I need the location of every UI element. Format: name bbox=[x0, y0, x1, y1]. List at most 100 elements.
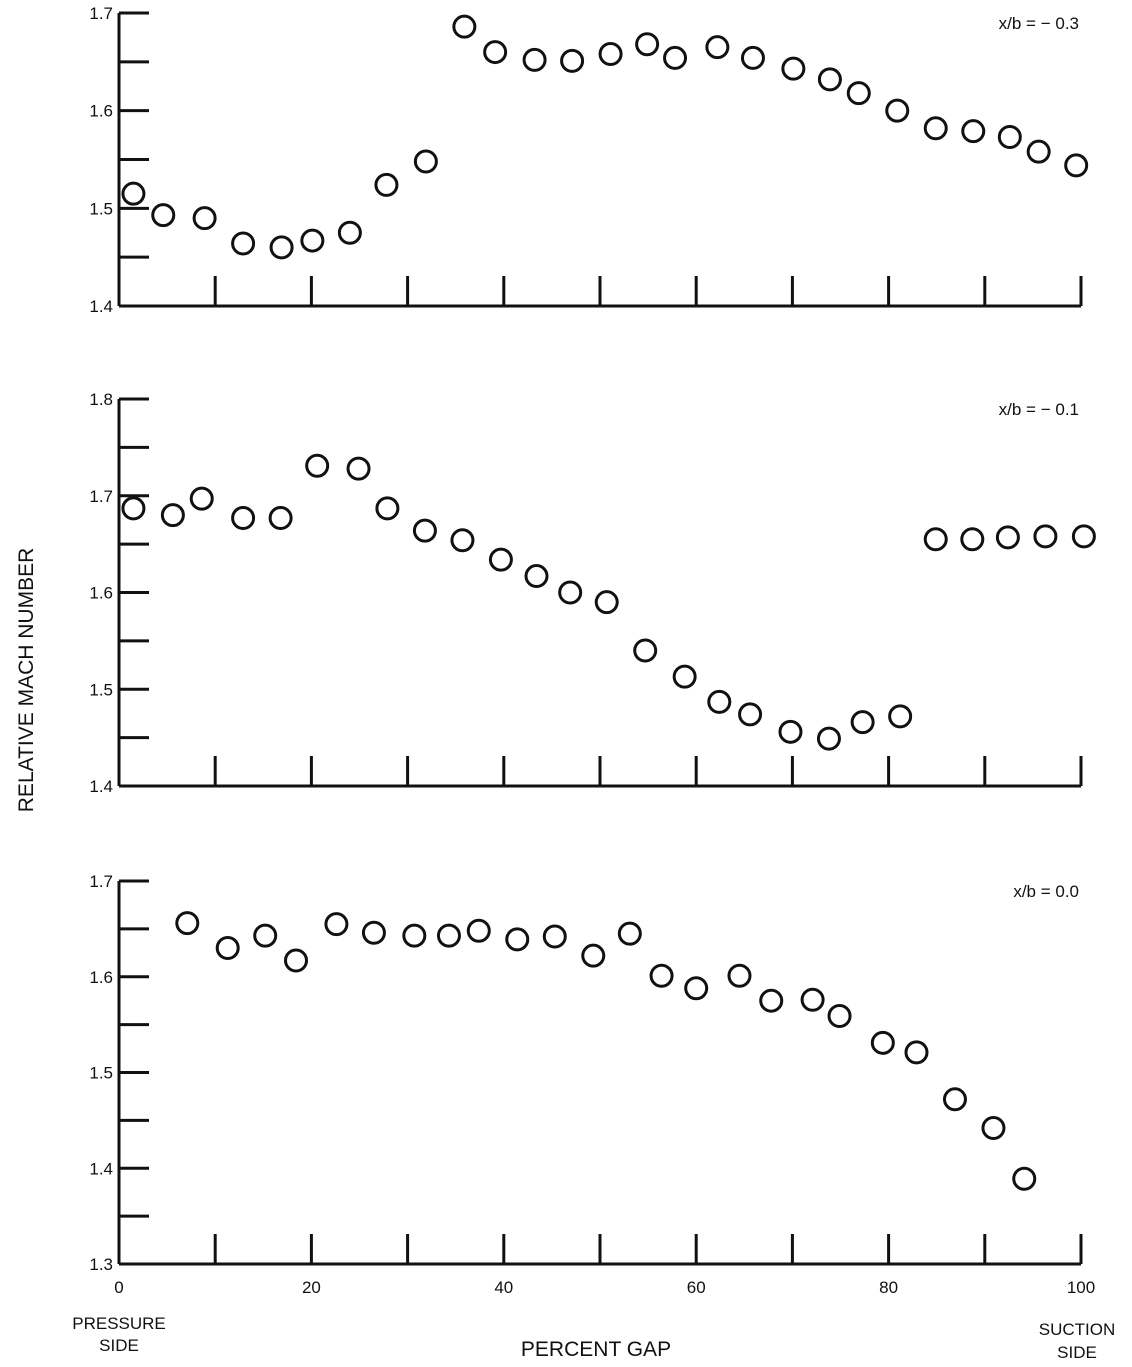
y-tick-label: 1.5 bbox=[89, 199, 113, 218]
data-point bbox=[466, 918, 491, 943]
data-point bbox=[412, 518, 437, 543]
y-tick-label: 1.6 bbox=[89, 968, 113, 987]
data-point bbox=[324, 912, 349, 937]
data-point bbox=[1071, 524, 1096, 549]
data-point bbox=[436, 923, 461, 948]
data-point bbox=[816, 726, 841, 751]
data-point bbox=[121, 496, 146, 521]
data-point bbox=[817, 67, 842, 92]
data-point bbox=[361, 920, 386, 945]
data-point bbox=[160, 503, 185, 528]
data-point bbox=[827, 1004, 852, 1029]
y-axis-title: RELATIVE MACH NUMBER bbox=[15, 548, 38, 812]
y-tick-label: 1.4 bbox=[89, 297, 113, 316]
data-point bbox=[581, 943, 606, 968]
data-point bbox=[740, 45, 765, 70]
data-point bbox=[413, 149, 438, 174]
y-tick-label: 1.5 bbox=[89, 680, 113, 699]
y-tick-label: 1.8 bbox=[89, 390, 113, 409]
y-tick-label: 1.4 bbox=[89, 1159, 113, 1178]
data-point bbox=[452, 14, 477, 39]
data-point bbox=[284, 948, 309, 973]
data-point bbox=[269, 235, 294, 260]
data-point bbox=[483, 40, 508, 65]
data-point bbox=[781, 56, 806, 81]
data-point bbox=[374, 172, 399, 197]
data-point bbox=[997, 125, 1022, 150]
data-point bbox=[253, 923, 278, 948]
data-point bbox=[402, 923, 427, 948]
data-point bbox=[649, 963, 674, 988]
data-point bbox=[778, 719, 803, 744]
data-point bbox=[594, 590, 619, 615]
data-point bbox=[1012, 1166, 1037, 1191]
data-point bbox=[635, 32, 660, 57]
data-point bbox=[337, 220, 362, 245]
data-point bbox=[885, 98, 910, 123]
data-point bbox=[663, 45, 688, 70]
x-tick-label: 100 bbox=[1067, 1278, 1095, 1297]
data-point bbox=[300, 228, 325, 253]
y-tick-label: 1.7 bbox=[89, 487, 113, 506]
panel-1: 1.4 1.5 1.6 1.7 x/b = − 0.3 bbox=[89, 4, 1089, 316]
x-axis-title: PERCENT GAP bbox=[521, 1338, 671, 1361]
data-point bbox=[870, 1030, 895, 1055]
y-tick-label: 1.6 bbox=[89, 102, 113, 121]
pressure-side-label-line1: PRESSURE bbox=[72, 1314, 166, 1333]
data-point bbox=[1026, 139, 1051, 164]
x-tick-label: 80 bbox=[879, 1278, 898, 1297]
data-point bbox=[231, 506, 256, 531]
data-point bbox=[846, 81, 871, 106]
data-point bbox=[727, 963, 752, 988]
data-point bbox=[192, 206, 217, 231]
data-point bbox=[960, 527, 985, 552]
data-point bbox=[633, 638, 658, 663]
suction-side-label-line1: SUCTION bbox=[1039, 1320, 1116, 1339]
panel-annotation: x/b = − 0.3 bbox=[999, 14, 1079, 33]
x-tick-label: 0 bbox=[114, 1278, 123, 1297]
data-point bbox=[923, 116, 948, 141]
data-point bbox=[231, 231, 256, 256]
y-tick-label: 1.5 bbox=[89, 1064, 113, 1083]
data-point bbox=[305, 453, 330, 478]
data-point bbox=[888, 704, 913, 729]
data-point bbox=[850, 710, 875, 735]
data-point bbox=[981, 1116, 1006, 1141]
x-tick-label: 60 bbox=[687, 1278, 706, 1297]
data-point bbox=[738, 702, 763, 727]
data-point bbox=[1064, 153, 1089, 178]
data-point bbox=[505, 927, 530, 952]
x-tick-label: 40 bbox=[494, 1278, 513, 1297]
data-point bbox=[617, 921, 642, 946]
panel-3: 1.3 1.4 1.5 1.6 1.7 x/b = 0.0 bbox=[89, 872, 1083, 1274]
data-point bbox=[121, 181, 146, 206]
data-point bbox=[375, 496, 400, 521]
data-point bbox=[1033, 524, 1058, 549]
data-point bbox=[450, 528, 475, 553]
data-point bbox=[800, 987, 825, 1012]
y-tick-label: 1.7 bbox=[89, 4, 113, 23]
y-tick-label: 1.3 bbox=[89, 1255, 113, 1274]
panel-annotation: x/b = 0.0 bbox=[1013, 882, 1079, 901]
data-point bbox=[923, 527, 948, 552]
y-tick-label: 1.6 bbox=[89, 584, 113, 603]
data-point bbox=[542, 924, 567, 949]
x-tick-label: 20 bbox=[302, 1278, 321, 1297]
data-point bbox=[705, 35, 730, 60]
data-point bbox=[558, 580, 583, 605]
data-point bbox=[488, 547, 513, 572]
data-point bbox=[942, 1087, 967, 1112]
data-point bbox=[759, 988, 784, 1013]
data-point bbox=[684, 976, 709, 1001]
panel-2: 1.4 1.5 1.6 1.7 1.8 x/b = − 0.1 bbox=[89, 390, 1096, 796]
data-point bbox=[995, 525, 1020, 550]
data-point bbox=[524, 564, 549, 589]
data-point bbox=[707, 689, 732, 714]
data-point bbox=[522, 47, 547, 72]
data-point bbox=[346, 456, 371, 481]
data-point bbox=[560, 48, 585, 73]
data-point bbox=[904, 1040, 929, 1065]
panel-annotation: x/b = − 0.1 bbox=[999, 400, 1079, 419]
data-point bbox=[175, 911, 200, 936]
